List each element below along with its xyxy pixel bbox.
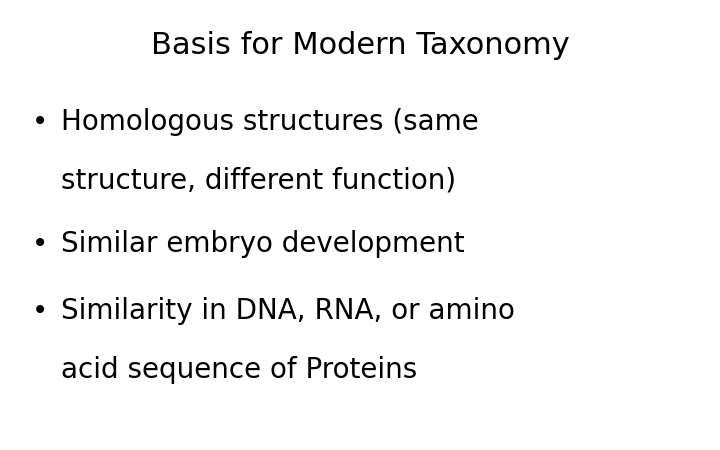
Text: structure, different function): structure, different function) (61, 166, 456, 194)
Text: •: • (32, 297, 48, 325)
Text: Similarity in DNA, RNA, or amino: Similarity in DNA, RNA, or amino (61, 297, 515, 325)
Text: acid sequence of Proteins: acid sequence of Proteins (61, 356, 418, 383)
Text: Similar embryo development: Similar embryo development (61, 230, 465, 257)
Text: Homologous structures (same: Homologous structures (same (61, 108, 479, 136)
Text: Basis for Modern Taxonomy: Basis for Modern Taxonomy (150, 32, 570, 60)
Text: •: • (32, 230, 48, 257)
Text: •: • (32, 108, 48, 136)
